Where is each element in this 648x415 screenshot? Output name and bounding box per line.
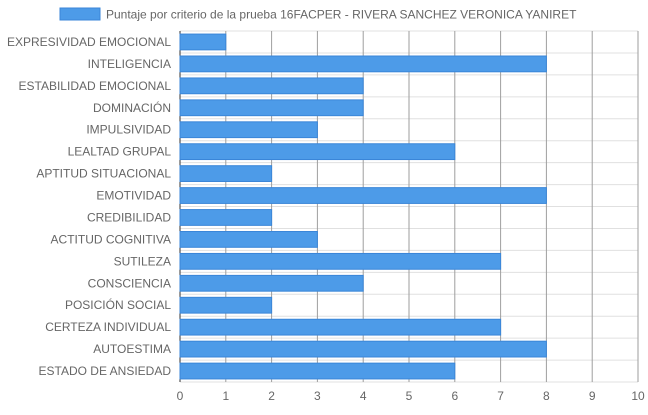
bar[interactable] [179,209,273,226]
x-tick-label: 2 [268,389,275,403]
bar[interactable] [179,77,364,95]
category-label: POSICIÓN SOCIAL [65,297,171,312]
bar[interactable] [179,165,273,182]
category-label: SUTILEZA [114,254,171,268]
x-tick-label: 0 [177,389,184,403]
x-tick-label: 4 [360,389,367,403]
bar[interactable] [179,252,502,270]
bar[interactable] [179,121,318,139]
category-label: CONSCIENCIA [88,276,171,290]
legend[interactable]: Puntaje por criterio de la prueba 16FACP… [59,7,577,22]
x-tick-label: 10 [631,389,645,403]
bars [179,33,547,380]
category-labels: EXPRESIVIDAD EMOCIONAL INTELIGENCIA ESTABI… [7,35,171,378]
bar[interactable] [179,99,364,117]
legend-label[interactable]: Puntaje por criterio de la prueba 16FACP… [106,8,577,22]
category-label: EMOTIVIDAD [96,189,171,203]
category-label: ACTITUD COGNITIVA [51,232,171,246]
category-label: DOMINACIÓN [93,100,171,115]
bar[interactable] [179,296,273,314]
x-tick-label: 6 [451,389,458,403]
bar[interactable] [179,187,547,204]
category-label: INTELIGENCIA [88,57,171,71]
x-tick-label: 1 [222,389,229,403]
bar[interactable] [179,318,502,336]
bar[interactable] [179,340,547,358]
x-tick-label: 9 [589,389,596,403]
legend-swatch[interactable] [59,7,101,21]
category-label: AUTOESTIMA [93,342,171,356]
bar[interactable] [179,362,456,380]
category-label: IMPULSIVIDAD [86,123,171,137]
x-tick-labels: 0 1 2 3 4 5 6 7 8 9 10 [177,389,645,403]
category-label: ESTADO DE ANSIEDAD [39,364,172,378]
bar[interactable] [179,143,456,161]
x-tick-label: 7 [497,389,504,403]
x-tick-label: 8 [543,389,550,403]
category-label: CERTEZA INDIVIDUAL [45,320,171,334]
bar[interactable] [179,33,227,51]
bar[interactable] [179,274,364,292]
x-tick-label: 5 [406,389,413,403]
bar[interactable] [179,231,318,248]
category-label: EXPRESIVIDAD EMOCIONAL [7,35,171,49]
category-label: ESTABILIDAD EMOCIONAL [19,79,172,93]
category-label: LEALTAD GRUPAL [68,145,172,159]
category-label: CREDIBILIDAD [87,210,171,224]
bar[interactable] [179,55,547,73]
x-tick-label: 3 [314,389,321,403]
category-label: APTITUD SITUACIONAL [36,167,171,181]
